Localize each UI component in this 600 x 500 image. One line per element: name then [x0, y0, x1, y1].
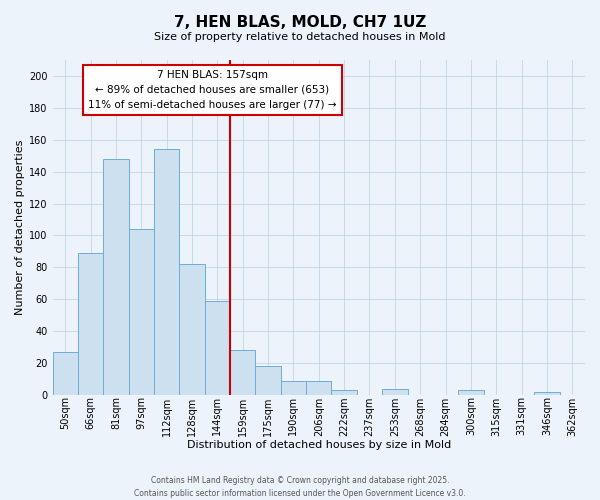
X-axis label: Distribution of detached houses by size in Mold: Distribution of detached houses by size … [187, 440, 451, 450]
Bar [281, 380, 306, 395]
Bar [331, 390, 357, 395]
Y-axis label: Number of detached properties: Number of detached properties [15, 140, 25, 315]
Text: 7 HEN BLAS: 157sqm
← 89% of detached houses are smaller (653)
11% of semi-detach: 7 HEN BLAS: 157sqm ← 89% of detached hou… [88, 70, 337, 110]
Bar [230, 350, 256, 395]
Text: Contains HM Land Registry data © Crown copyright and database right 2025.
Contai: Contains HM Land Registry data © Crown c… [134, 476, 466, 498]
Bar [78, 253, 103, 395]
Bar [128, 229, 154, 395]
Bar [103, 159, 128, 395]
Bar [534, 392, 560, 395]
Bar [382, 388, 407, 395]
Bar [205, 301, 230, 395]
Text: 7, HEN BLAS, MOLD, CH7 1UZ: 7, HEN BLAS, MOLD, CH7 1UZ [174, 15, 426, 30]
Bar [458, 390, 484, 395]
Bar [154, 150, 179, 395]
Bar [53, 352, 78, 395]
Bar [306, 380, 331, 395]
Bar [179, 264, 205, 395]
Bar [256, 366, 281, 395]
Text: Size of property relative to detached houses in Mold: Size of property relative to detached ho… [154, 32, 446, 42]
